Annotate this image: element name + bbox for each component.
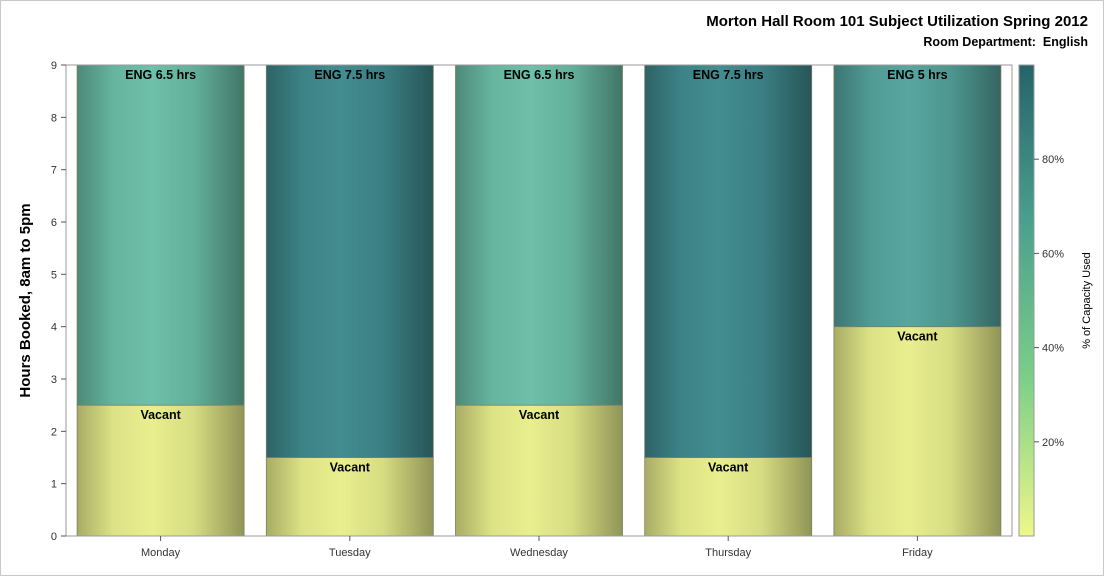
bar-segment-eng	[265, 64, 434, 458]
bar-segment-label: ENG 6.5 hrs	[504, 68, 575, 82]
bar-segment-eng	[76, 64, 245, 406]
plot-area: Vacant ENG 6.5 hrs Vacant ENG 7.5 hrs Vacant…	[65, 64, 1013, 537]
bar-segment-label: Vacant	[897, 330, 938, 344]
colorbar-tick-label: 80%	[1042, 154, 1064, 166]
chart-title: Morton Hall Room 101 Subject Utilization…	[706, 13, 1088, 30]
y-tick-label: 0	[51, 531, 57, 543]
y-tick-label: 3	[51, 374, 57, 386]
bar-segment-eng	[455, 64, 623, 406]
bar-segment-label: ENG 6.5 hrs	[125, 68, 196, 82]
bar-segment-vacant	[644, 457, 813, 537]
y-axis-label: Hours Booked, 8am to 5pm	[17, 203, 34, 397]
y-tick-label: 1	[51, 479, 57, 491]
bar-segment-label: ENG 5 hrs	[887, 68, 947, 82]
colorbar-label: % of Capacity Used	[1081, 252, 1093, 349]
x-tick-label: Friday	[902, 547, 933, 559]
y-axis: 0 1 2 3 4 5 6 7 8 9 Hours Booked, 8am to 5pm	[17, 60, 66, 543]
x-tick-label: Wednesday	[510, 547, 568, 559]
y-tick-label: 5	[51, 269, 57, 281]
x-tick-label: Thursday	[705, 547, 751, 559]
y-tick-label: 4	[51, 322, 57, 334]
bar-segment-label: Vacant	[140, 408, 181, 422]
colorbar-tick-label: 60%	[1042, 248, 1064, 260]
bar-segment-label: Vacant	[330, 461, 371, 475]
bar-segment-label: Vacant	[519, 408, 560, 422]
colorbar-tick-label: 40%	[1042, 343, 1064, 355]
bar-segment-eng	[644, 64, 813, 458]
colorbar-scale	[1018, 64, 1035, 537]
bar-segment-vacant	[455, 404, 623, 537]
x-tick-label: Monday	[141, 547, 181, 559]
bar-segment-label: ENG 7.5 hrs	[314, 68, 385, 82]
bar-segment-label: ENG 7.5 hrs	[693, 68, 764, 82]
x-tick-label: Tuesday	[329, 547, 371, 559]
bar-segment-eng	[833, 64, 1002, 328]
bar-segment-vacant	[76, 404, 245, 537]
chart-subtitle: Room Department: English	[923, 35, 1088, 49]
bar-segment-vacant	[833, 326, 1002, 537]
bar-segment-vacant	[265, 457, 434, 537]
y-tick-label: 2	[51, 426, 57, 438]
y-tick-label: 7	[51, 165, 57, 177]
colorbar: 20% 40% 60% 80% % of Capacity Used	[1018, 64, 1093, 537]
y-tick-label: 9	[51, 60, 57, 72]
y-tick-label: 8	[51, 112, 57, 124]
bar-segment-label: Vacant	[708, 461, 749, 475]
x-axis: Monday Tuesday Wednesday Thursday Friday	[141, 536, 933, 559]
colorbar-tick-label: 20%	[1042, 437, 1064, 449]
y-tick-label: 6	[51, 217, 57, 229]
